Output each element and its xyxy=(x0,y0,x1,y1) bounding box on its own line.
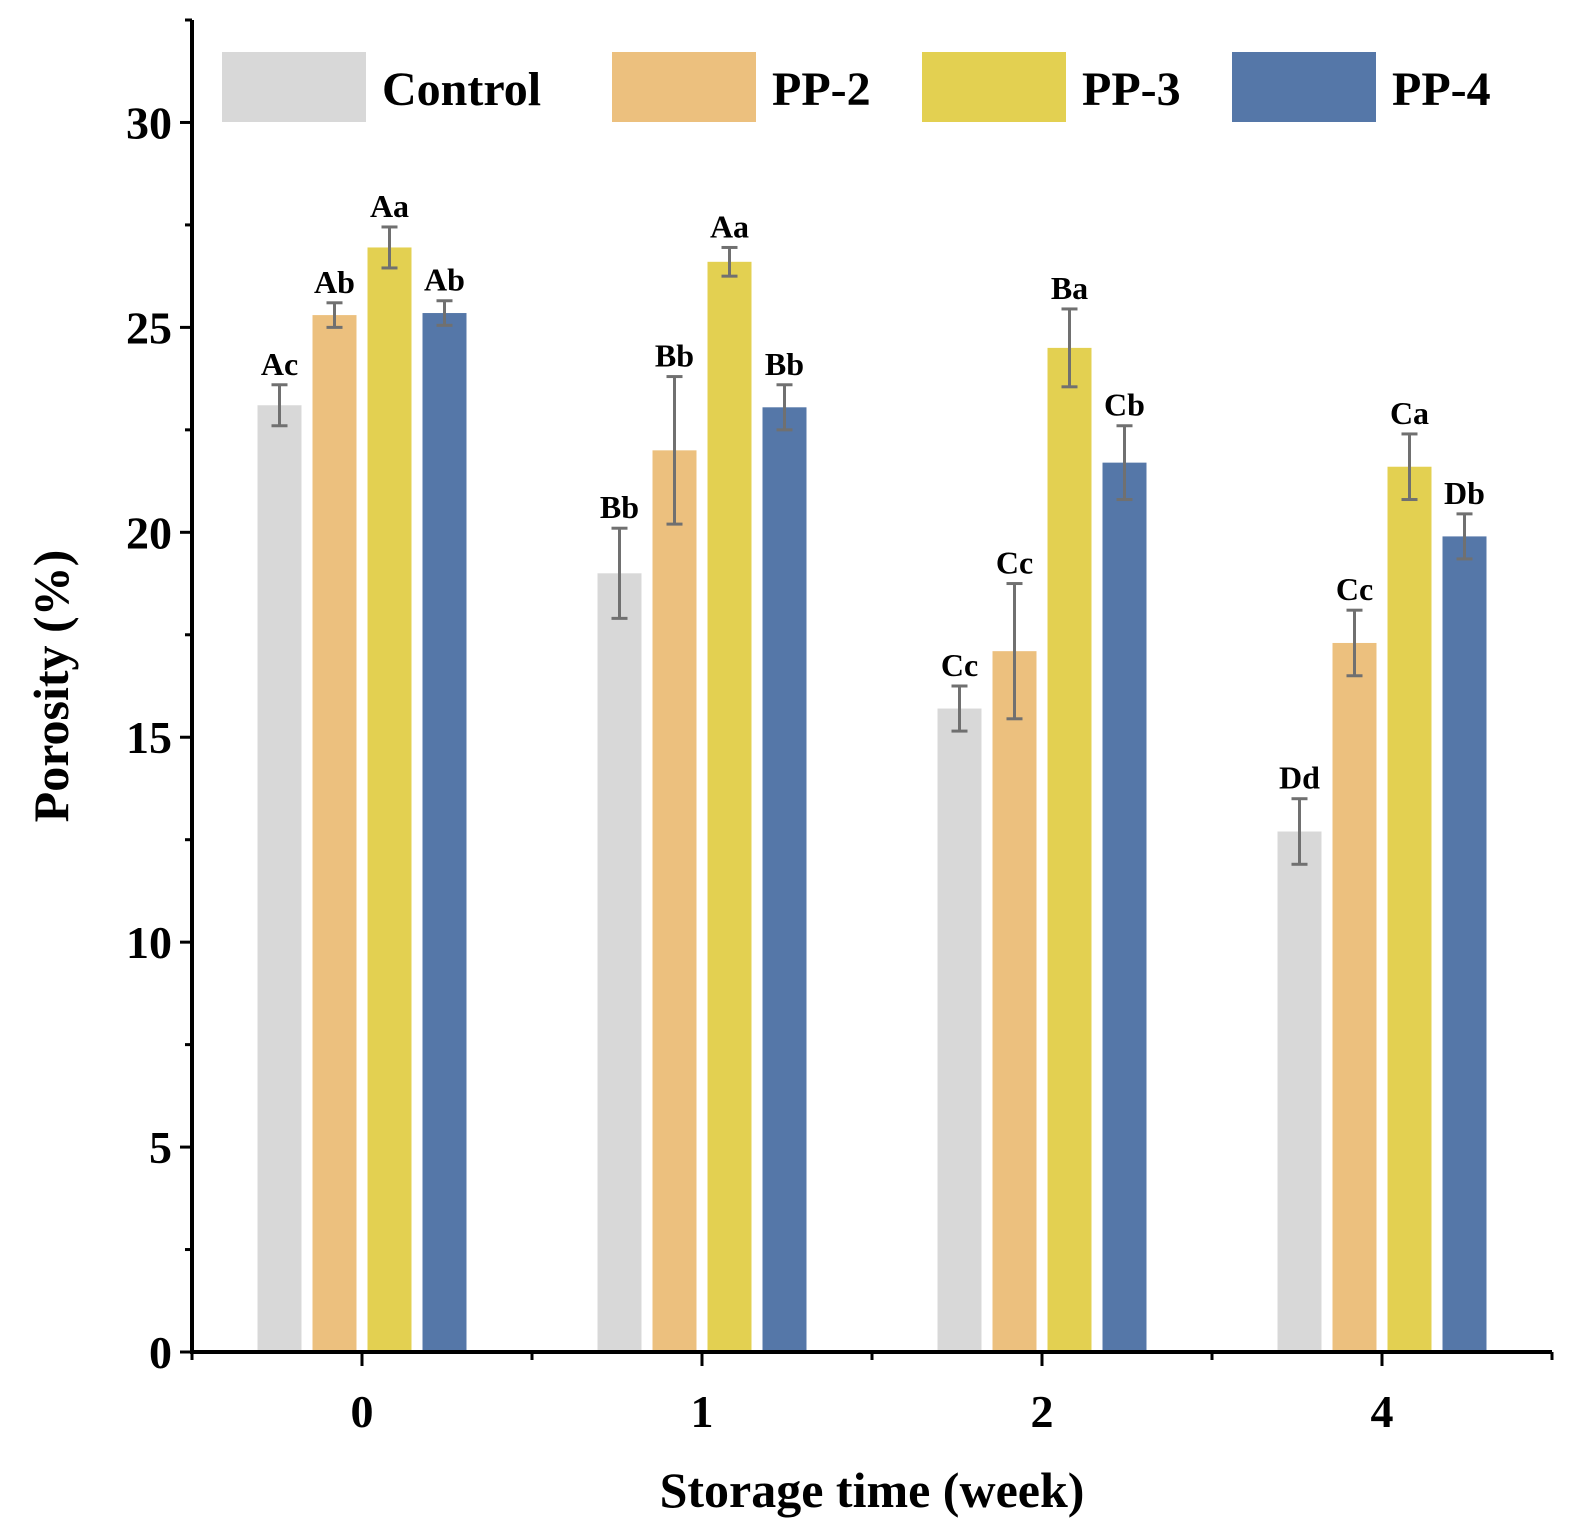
bar-pp-3-week-2 xyxy=(1047,347,1092,1352)
bar-pp-4-week-0 xyxy=(422,313,467,1352)
significance-label: Cc xyxy=(1336,571,1373,607)
x-tick-label: 0 xyxy=(351,1386,374,1437)
axes-layer: 0 5 10 15 20 25 30 0 1 2 4 xyxy=(126,18,1554,1437)
significance-label: Ca xyxy=(1390,395,1429,431)
bar-pp-2-week-1 xyxy=(652,450,697,1352)
y-tick-label: 0 xyxy=(149,1327,172,1378)
legend-label-control: Control xyxy=(382,63,541,116)
significance-label: Cc xyxy=(941,647,978,683)
y-tick-label: 15 xyxy=(126,712,172,763)
x-tick-label: 2 xyxy=(1031,1386,1054,1437)
legend-label-pp-2: PP-2 xyxy=(772,63,871,116)
bar-pp-4-week-4 xyxy=(1442,536,1487,1352)
significance-label: Aa xyxy=(710,208,749,244)
bar-control-week-1 xyxy=(597,573,642,1352)
bar-pp-3-week-0 xyxy=(367,247,412,1353)
legend-swatch-pp-2 xyxy=(612,52,756,122)
bar-pp-2-week-2 xyxy=(992,651,1037,1352)
significance-label: Ab xyxy=(424,262,465,298)
significance-label: Ba xyxy=(1051,270,1088,306)
significance-label: Ab xyxy=(314,264,355,300)
y-tick-label: 20 xyxy=(126,507,172,558)
significance-label: Cb xyxy=(1104,387,1145,423)
legend-label-pp-4: PP-4 xyxy=(1392,63,1491,116)
bar-pp-2-week-4 xyxy=(1332,642,1377,1352)
y-tick-label: 30 xyxy=(126,97,172,148)
significance-label: Bb xyxy=(600,489,639,525)
bar-pp-4-week-2 xyxy=(1102,462,1147,1352)
significance-label: Bb xyxy=(655,338,694,374)
bar-pp-4-week-1 xyxy=(762,407,807,1352)
bar-control-week-4 xyxy=(1277,831,1322,1352)
legend-swatch-pp-3 xyxy=(922,52,1066,122)
bar-control-week-2 xyxy=(937,708,982,1352)
significance-label: Cc xyxy=(996,545,1033,581)
x-tick-label: 1 xyxy=(691,1386,714,1437)
bars-layer: Ac Ab Aa Ab Bb Bb Aa Bb Cc Cc Ba Cb Dd Cc Ca Db xyxy=(257,188,1487,1353)
y-tick-label: 10 xyxy=(126,917,172,968)
bar-pp-3-week-4 xyxy=(1387,466,1432,1352)
bar-control-week-0 xyxy=(257,405,302,1352)
y-tick-label: 25 xyxy=(126,302,172,353)
legend-label-pp-3: PP-3 xyxy=(1082,63,1181,116)
x-axis-title: Storage time (week) xyxy=(660,1462,1085,1518)
legend: Control PP-2 PP-3 PP-4 xyxy=(222,52,1491,122)
significance-label: Db xyxy=(1444,475,1485,511)
bar-pp-2-week-0 xyxy=(312,315,357,1352)
y-tick-label: 5 xyxy=(149,1122,172,1173)
x-tick-label: 4 xyxy=(1371,1386,1394,1437)
significance-label: Dd xyxy=(1279,760,1320,796)
significance-label: Bb xyxy=(765,346,804,382)
significance-label: Ac xyxy=(261,346,298,382)
y-axis-title: Porosity (%) xyxy=(23,550,79,823)
legend-swatch-control xyxy=(222,52,366,122)
bar-pp-3-week-1 xyxy=(707,261,752,1353)
significance-label: Aa xyxy=(370,188,409,224)
legend-swatch-pp-4 xyxy=(1232,52,1376,122)
